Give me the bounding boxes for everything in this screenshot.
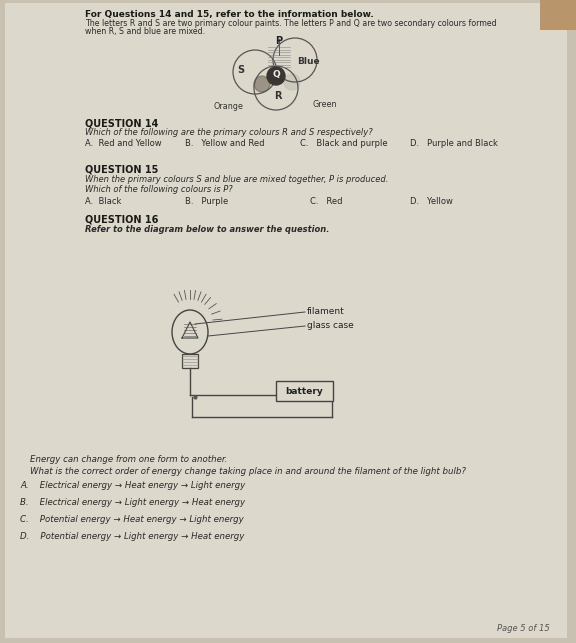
Text: P: P xyxy=(275,36,283,46)
Text: D.    Potential energy → Light energy → Heat energy: D. Potential energy → Light energy → Hea… xyxy=(20,532,244,541)
Text: When the primary colours S and blue are mixed together, P is produced.: When the primary colours S and blue are … xyxy=(85,175,388,184)
Text: Which of the following are the primary colours R and S respectively?: Which of the following are the primary c… xyxy=(85,128,373,137)
Text: D.   Yellow: D. Yellow xyxy=(410,197,453,206)
Text: QUESTION 14: QUESTION 14 xyxy=(85,118,158,128)
Text: C.   Red: C. Red xyxy=(310,197,343,206)
Text: glass case: glass case xyxy=(307,320,354,329)
Text: D.   Purple and Black: D. Purple and Black xyxy=(410,139,498,148)
Text: Page 5 of 15: Page 5 of 15 xyxy=(497,624,550,633)
Circle shape xyxy=(267,67,285,85)
Text: battery: battery xyxy=(285,386,323,395)
Text: A.    Electrical energy → Heat energy → Light energy: A. Electrical energy → Heat energy → Lig… xyxy=(20,481,245,490)
Circle shape xyxy=(284,74,300,90)
FancyBboxPatch shape xyxy=(276,381,333,401)
FancyBboxPatch shape xyxy=(540,0,576,30)
Text: Green: Green xyxy=(313,100,338,109)
Text: filament: filament xyxy=(307,307,345,316)
Text: What is the correct order of energy change taking place in and around the filame: What is the correct order of energy chan… xyxy=(30,467,466,476)
Circle shape xyxy=(254,76,270,92)
Text: B.   Purple: B. Purple xyxy=(185,197,228,206)
Text: R: R xyxy=(274,91,282,101)
Text: For Questions 14 and 15, refer to the information below.: For Questions 14 and 15, refer to the in… xyxy=(85,10,374,19)
Text: Blue: Blue xyxy=(297,57,319,66)
Text: Refer to the diagram below to answer the question.: Refer to the diagram below to answer the… xyxy=(85,225,329,234)
Text: B.    Electrical energy → Light energy → Heat energy: B. Electrical energy → Light energy → He… xyxy=(20,498,245,507)
Text: C.   Black and purple: C. Black and purple xyxy=(300,139,388,148)
FancyBboxPatch shape xyxy=(5,3,567,638)
Text: A.  Red and Yellow: A. Red and Yellow xyxy=(85,139,162,148)
Text: QUESTION 15: QUESTION 15 xyxy=(85,165,158,175)
Text: QUESTION 16: QUESTION 16 xyxy=(85,215,158,225)
Text: Q: Q xyxy=(272,69,280,78)
Text: when R, S and blue are mixed.: when R, S and blue are mixed. xyxy=(85,27,205,36)
Text: Energy can change from one form to another.: Energy can change from one form to anoth… xyxy=(30,455,228,464)
Text: The letters R and S are two primary colour paints. The letters P and Q are two s: The letters R and S are two primary colo… xyxy=(85,19,497,28)
Text: A.  Black: A. Black xyxy=(85,197,122,206)
Text: Orange: Orange xyxy=(213,102,243,111)
Text: S: S xyxy=(237,65,245,75)
Text: C.    Potential energy → Heat energy → Light energy: C. Potential energy → Heat energy → Ligh… xyxy=(20,515,244,524)
Text: Which of the following colours is P?: Which of the following colours is P? xyxy=(85,185,233,194)
Text: B.   Yellow and Red: B. Yellow and Red xyxy=(185,139,264,148)
